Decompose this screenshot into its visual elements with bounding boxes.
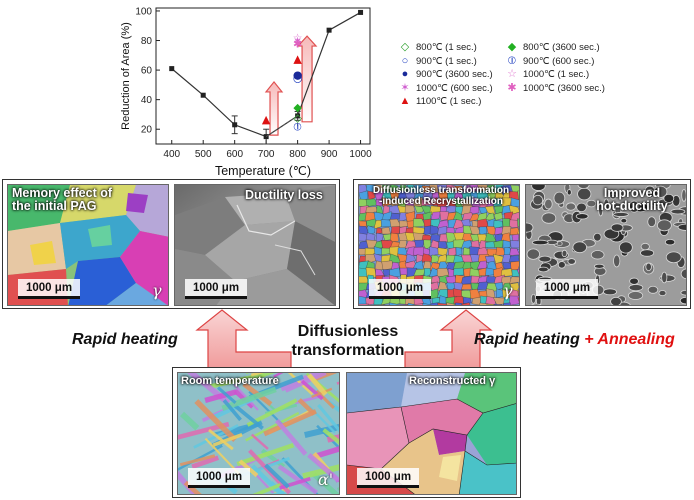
legend-entry: ⦶ 900℃ (600 sec.) (505, 54, 595, 67)
scatter-point: ● (293, 69, 303, 82)
x-tick-label: 900 (321, 149, 338, 160)
data-point (169, 66, 175, 72)
legend-label: 1000℃ (600 sec.) (416, 82, 493, 94)
legend-entry: ◆ 800℃ (3600 sec.) (505, 41, 600, 54)
scatter-point: ✶ (293, 35, 302, 48)
recrystallization-title: Diffusionless transformation -induced Re… (372, 185, 510, 207)
fractograph-ductile (526, 185, 686, 305)
legend-label: 1000℃ (1 sec.) (523, 69, 590, 80)
guide-arrow-small (264, 80, 284, 136)
ductility-loss-image: Ductility loss 1000 μm (174, 184, 336, 306)
memory-effect-image: Memory effect of the initial PAG 1000 μm… (7, 184, 169, 306)
legend-label: 800℃ (3600 sec.) (523, 42, 600, 53)
x-tick-label: 1000 (349, 149, 372, 160)
y-axis-label: Reduction of Area (%) (120, 22, 132, 130)
phase-symbol: γ (152, 281, 162, 300)
x-tick-label: 600 (226, 149, 243, 160)
reconstructed-title: Reconstructed γ (409, 375, 496, 387)
legend-entry: ● 900℃ (3600 sec.) (398, 68, 493, 81)
scatter-point: ▲ (262, 113, 271, 126)
scatter-point: ▲ (293, 52, 302, 65)
improved-ductility-title: Improved hot-ductility (596, 186, 668, 214)
ebsd-map-recrystallized (359, 185, 519, 305)
legend-symbol: ◇ (400, 41, 410, 53)
scatter-point: ◇ (293, 111, 302, 124)
y-tick-label: 20 (141, 125, 153, 136)
y-tick-label: 40 (141, 95, 153, 106)
scale-bar: 1000 μm (188, 468, 251, 488)
reconstructed-image: Reconstructed γ 1000 μm (346, 372, 517, 495)
x-tick-label: 800 (289, 149, 306, 160)
legend-label: 1100℃ (1 sec.) (416, 96, 482, 107)
scatter-point: ⦶ (293, 120, 302, 133)
legend-entry: ☆ 1000℃ (1 sec.) (505, 68, 590, 81)
legend-symbol: ☆ (507, 68, 517, 80)
rapid-heating-annealing-label: Rapid heating + Annealing (474, 331, 675, 349)
scale-bar: 1000 μm (369, 279, 432, 299)
legend-symbol: ✱ (507, 81, 517, 94)
memory-effect-title: Memory effect of the initial PAG (12, 186, 113, 214)
x-tick-label: 500 (195, 149, 212, 160)
data-point (358, 9, 364, 15)
phase-symbol: α' (318, 470, 334, 489)
x-tick-label: 700 (258, 149, 275, 160)
plot-frame (155, 7, 371, 145)
legend-symbol: ✶ (400, 81, 410, 94)
scatter-point: ◆ (293, 101, 302, 114)
legend-entry: ▲ 1100℃ (1 sec.) (398, 95, 482, 108)
legend-label: 900℃ (600 sec.) (523, 55, 595, 67)
scatter-point: ✱ (293, 37, 302, 50)
annealing-text: + Annealing (584, 331, 675, 348)
scatter-point: ○ (293, 71, 303, 84)
secondary-line (265, 115, 299, 137)
x-axis-label: Temperature (℃) (215, 164, 311, 178)
arrow-left-path (195, 309, 292, 371)
legend-symbol: ⦶ (508, 54, 516, 67)
rapid-heating-label: Rapid heating (72, 331, 178, 348)
y-tick-label: 80 (141, 36, 153, 47)
y-tick-label: 60 (141, 66, 153, 77)
legend-label: 800℃ (1 sec.) (416, 42, 477, 53)
scale-bar: 1000 μm (357, 468, 420, 488)
scale-bar: 1000 μm (18, 279, 81, 299)
phase-symbol: γ (503, 281, 513, 300)
data-point (200, 92, 206, 98)
scale-bar: 1000 μm (185, 279, 248, 299)
guide-arrow-large (296, 35, 318, 123)
legend-entry: ○ 900℃ (1 sec.) (398, 54, 477, 67)
legend-entry: ✱ 1000℃ (3600 sec.) (505, 81, 605, 94)
improved-ductility-image: Improved hot-ductility 1000 μm (525, 184, 687, 306)
room-temperature-image: Room temperature 1000 μm α' (177, 372, 340, 495)
legend-symbol: ◆ (507, 41, 517, 53)
scatter-point: ☆ (293, 32, 303, 45)
legend-symbol: ▲ (399, 95, 411, 107)
legend-symbol: ○ (401, 54, 409, 67)
recrystallization-image: Diffusionless transformation -induced Re… (358, 184, 520, 306)
legend-label: 900℃ (1 sec.) (416, 55, 477, 67)
legend-entry: ◇ 800℃ (1 sec.) (398, 41, 477, 54)
ebsd-map-memory (8, 185, 168, 305)
legend-label: 1000℃ (3600 sec.) (523, 82, 605, 94)
data-point (232, 122, 238, 128)
data-point (326, 27, 332, 33)
legend-symbol: ● (401, 68, 409, 80)
legend-entry: ✶ 1000℃ (600 sec.) (398, 81, 493, 94)
rapid-heating-text: Rapid heating (474, 331, 580, 348)
center-transformation-label: Diffusionless transformation (291, 323, 405, 359)
legend-label: 900℃ (3600 sec.) (416, 69, 493, 80)
room-temperature-title: Room temperature (181, 375, 279, 387)
scale-bar: 1000 μm (536, 279, 599, 299)
ebsd-map-martensite (178, 373, 339, 494)
ductility-loss-title: Ductility loss (245, 188, 323, 202)
x-tick-label: 400 (163, 149, 180, 160)
y-tick-label: 100 (135, 6, 152, 17)
